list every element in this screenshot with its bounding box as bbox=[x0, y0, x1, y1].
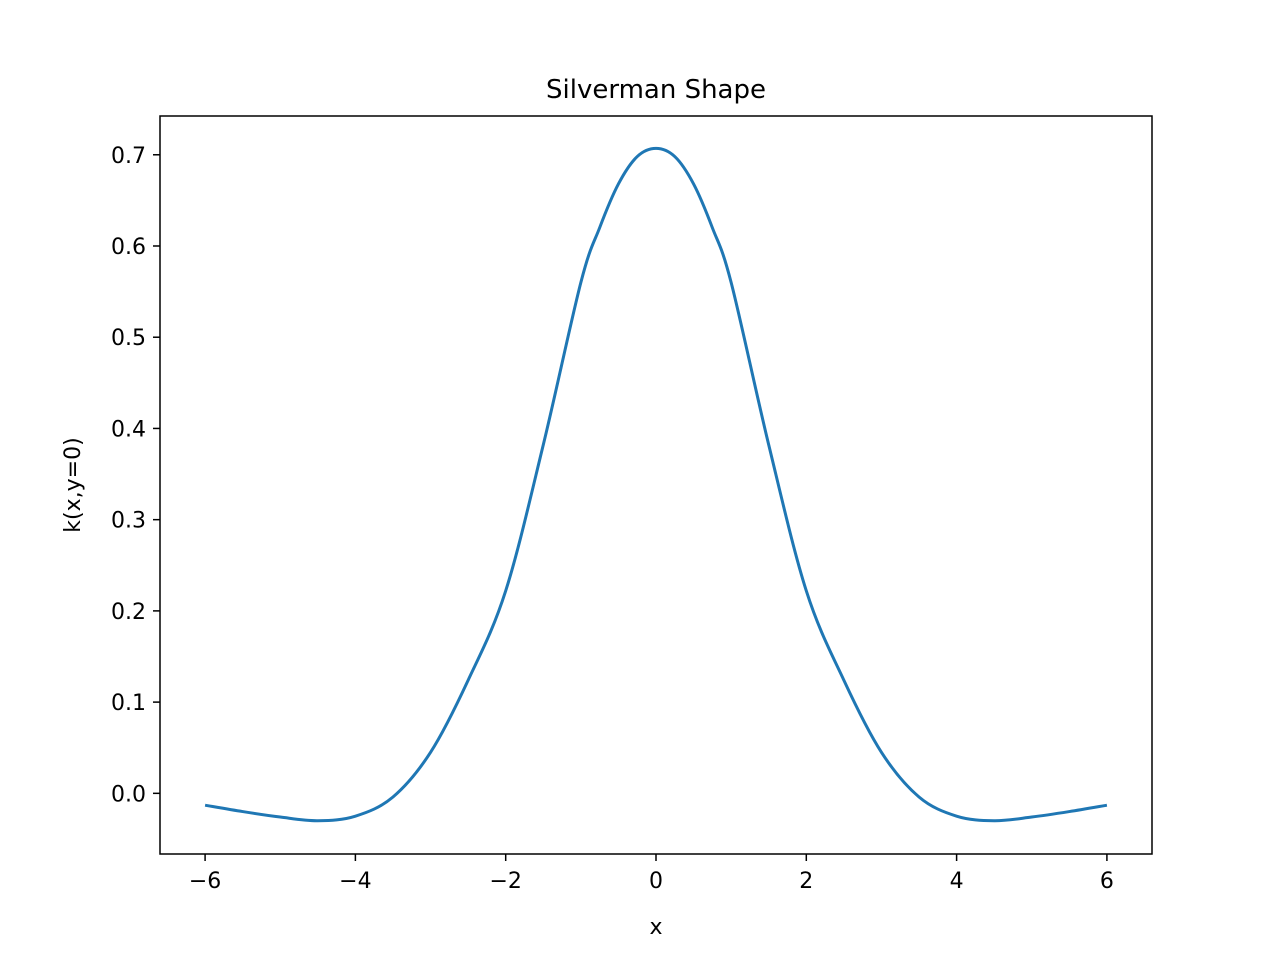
y-tick-label: 0.6 bbox=[111, 235, 146, 260]
y-tick-label: 0.0 bbox=[111, 782, 146, 807]
x-tick-label: 4 bbox=[950, 869, 964, 894]
series-layer bbox=[204, 146, 1108, 823]
x-axis-label: x bbox=[649, 915, 662, 940]
y-tick-label: 0.2 bbox=[111, 600, 146, 625]
x-tick-label: −2 bbox=[489, 869, 521, 894]
x-tick-label: 0 bbox=[649, 869, 663, 894]
y-axis-label: k(x,y=0) bbox=[61, 437, 86, 532]
y-tick-label: 0.4 bbox=[111, 417, 146, 442]
x-tick-label: −4 bbox=[339, 869, 371, 894]
x-tick-label: 2 bbox=[799, 869, 813, 894]
x-axis-ticks: −6 −4 −2 0 2 4 6 bbox=[189, 854, 1114, 894]
y-tick-label: 0.5 bbox=[111, 326, 146, 351]
y-tick-label: 0.3 bbox=[111, 509, 146, 534]
y-tick-label: 0.7 bbox=[111, 144, 146, 169]
series-line bbox=[204, 146, 1108, 823]
chart-title: Silverman Shape bbox=[546, 75, 766, 105]
y-axis-ticks: 0.0 0.1 0.2 0.3 0.4 0.5 0.6 0.7 bbox=[111, 144, 160, 807]
x-tick-label: 6 bbox=[1100, 869, 1114, 894]
x-tick-label: −6 bbox=[189, 869, 221, 894]
y-tick-label: 0.1 bbox=[111, 691, 146, 716]
